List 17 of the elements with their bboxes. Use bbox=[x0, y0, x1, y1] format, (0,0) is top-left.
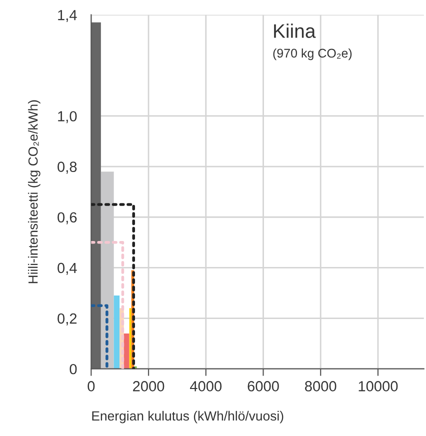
chart-title: Kiina bbox=[274, 24, 316, 38]
y-axis-title: Hiili-intensiteetti (kg CO₂e/kWh) bbox=[28, 100, 40, 284]
x-tick-label: 6000 bbox=[248, 381, 279, 392]
x-axis-title: Energian kulutus (kWh/hlö/vuosi) bbox=[92, 410, 284, 424]
x-tick-label: 2000 bbox=[133, 381, 164, 392]
x-tick-label: 4000 bbox=[190, 381, 222, 392]
x-tick-label: 8000 bbox=[305, 381, 336, 392]
y-tick-label: 1,4 bbox=[58, 10, 77, 22]
y-tick-label: 0,6 bbox=[58, 212, 77, 224]
text: (970 kg CO₂e) bbox=[273, 48, 352, 60]
x-tick-label: 10000 bbox=[358, 381, 398, 392]
x-tick-label: 0 bbox=[88, 381, 95, 392]
y-tick-label: 0,8 bbox=[58, 162, 77, 174]
y-tick-label: 1,0 bbox=[58, 111, 77, 124]
y-tick-label: 0,4 bbox=[58, 262, 77, 275]
y-tick-label: 0 bbox=[70, 364, 77, 374]
y-tick-label: 0,2 bbox=[58, 313, 77, 326]
